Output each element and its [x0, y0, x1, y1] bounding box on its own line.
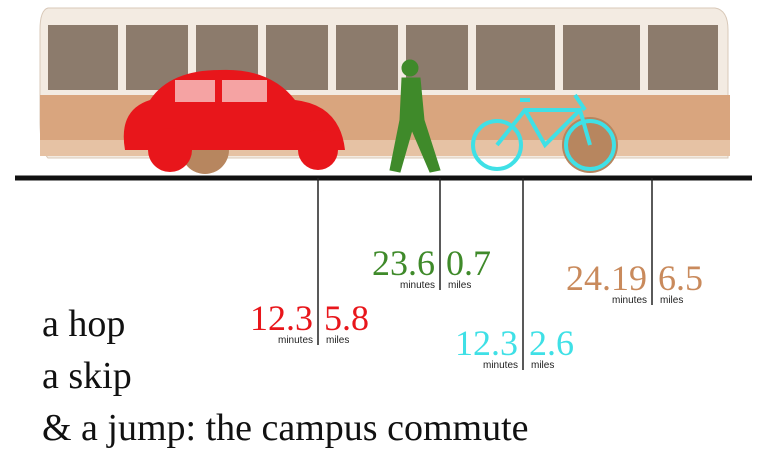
miles-unit: miles	[660, 295, 683, 306]
minutes-unit: minutes	[483, 360, 518, 371]
title-line: a hop	[42, 303, 125, 345]
miles-value: 2.6	[529, 323, 574, 363]
miles-unit: miles	[531, 360, 554, 371]
miles-unit: miles	[448, 280, 471, 291]
minutes-value: 12.3	[250, 298, 313, 338]
title-line: & a jump: the campus commute	[42, 407, 529, 449]
miles-value: 5.8	[324, 298, 369, 338]
minutes-value: 12.3	[455, 323, 518, 363]
walker-illustration	[389, 59, 441, 173]
minutes-unit: minutes	[400, 280, 435, 291]
miles-value: 0.7	[446, 243, 491, 283]
bike-illustration	[471, 93, 616, 171]
miles-value: 6.5	[658, 258, 703, 298]
minutes-unit: minutes	[278, 335, 313, 346]
car-illustration	[123, 69, 345, 172]
minutes-value: 23.6	[372, 243, 435, 283]
minutes-unit: minutes	[612, 295, 647, 306]
title-line: a skip	[42, 355, 132, 397]
miles-unit: miles	[326, 335, 349, 346]
minutes-value: 24.19	[566, 258, 647, 298]
